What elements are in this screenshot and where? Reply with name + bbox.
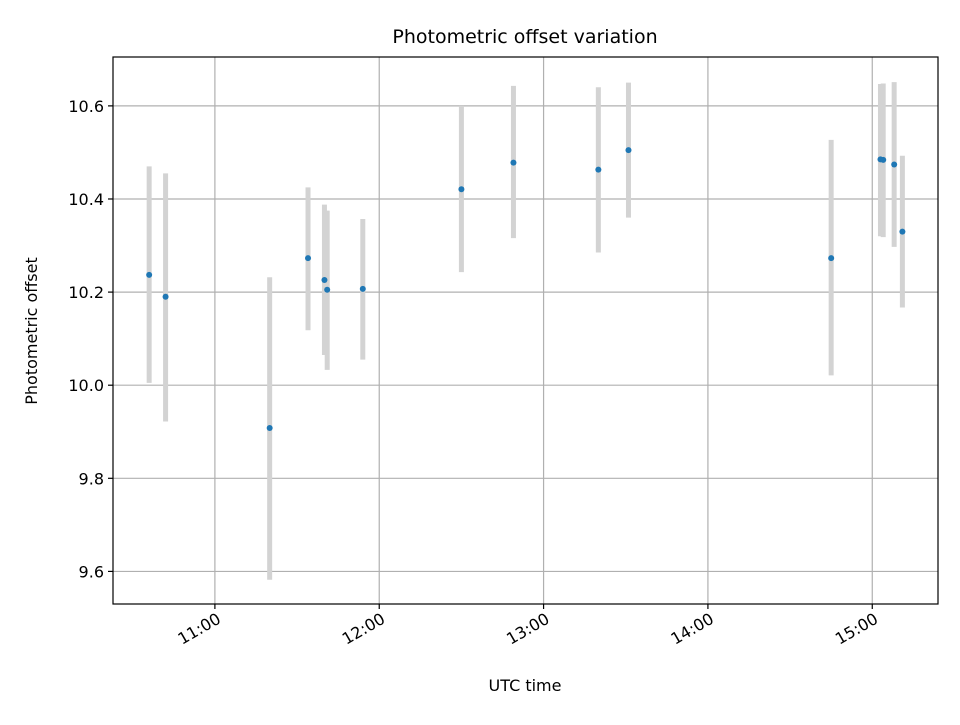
y-tick-label: 10.6 [68, 97, 104, 116]
y-axis-label: Photometric offset [22, 257, 41, 405]
data-point [510, 159, 517, 166]
x-axis-label: UTC time [489, 676, 562, 695]
data-point [899, 228, 906, 235]
data-point [266, 425, 273, 432]
data-point [324, 286, 331, 293]
data-point [305, 255, 312, 262]
y-tick-label: 10.0 [68, 376, 104, 395]
y-tick-label: 9.6 [79, 562, 104, 581]
data-point [625, 147, 632, 154]
chart-title: Photometric offset variation [392, 26, 657, 48]
marker-layer [146, 147, 906, 432]
data-point [891, 161, 898, 168]
y-tick-label: 9.8 [79, 469, 104, 488]
plot-frame [112, 56, 939, 605]
grid-layer [113, 57, 938, 604]
data-point [880, 156, 887, 163]
y-tick-label: 10.2 [68, 283, 104, 302]
data-point [458, 186, 465, 193]
data-point [321, 276, 328, 283]
data-point [146, 271, 153, 278]
data-point [828, 255, 835, 262]
data-point [162, 293, 169, 300]
data-point [359, 285, 366, 292]
data-point [595, 166, 602, 173]
y-tick-label: 10.4 [68, 190, 104, 209]
